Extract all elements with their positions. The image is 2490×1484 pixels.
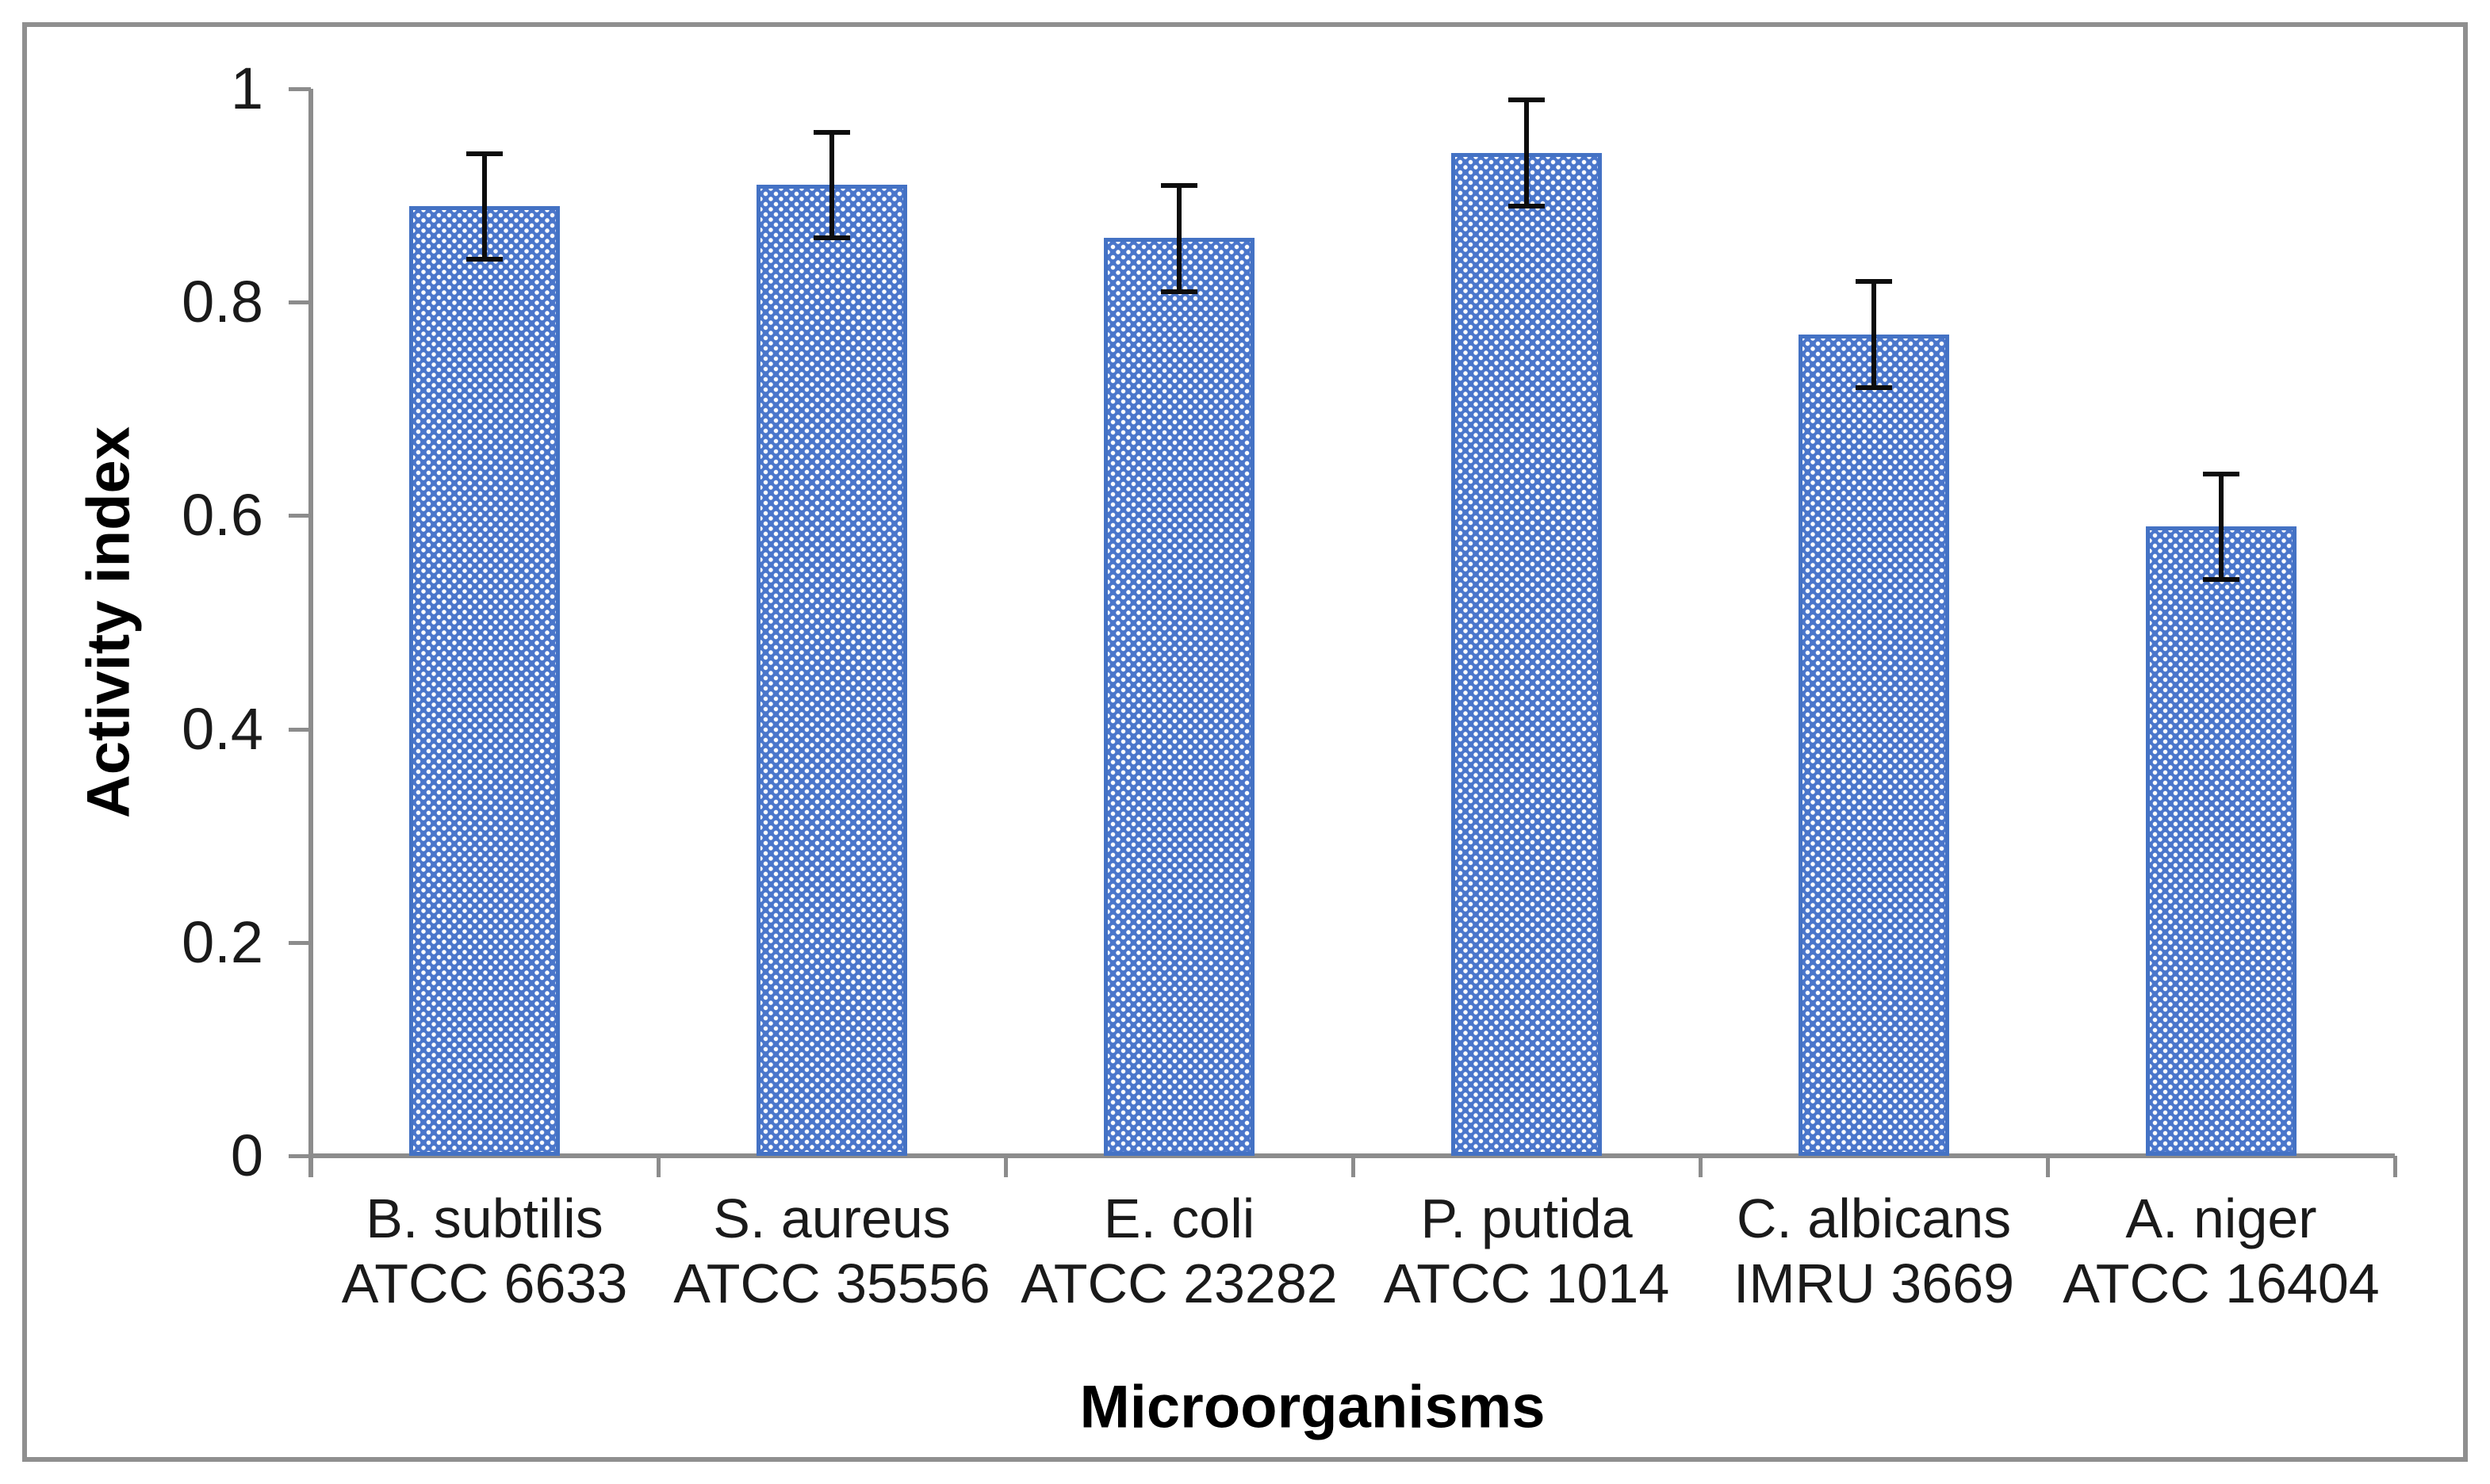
category-label: A. niger ATCC 16404 xyxy=(2063,1188,2380,1314)
error-bar-cap-top xyxy=(2203,471,2239,476)
error-bar-cap-bottom xyxy=(1856,384,1892,390)
category-label: S. aureus ATCC 35556 xyxy=(673,1188,990,1314)
x-tick-mark xyxy=(2393,1156,2397,1177)
y-tick-mark xyxy=(289,940,311,945)
y-tick-label: 0.8 xyxy=(182,269,263,335)
y-tick-label: 0.6 xyxy=(182,482,263,549)
category-label: C. albicans IMRU 3669 xyxy=(1733,1188,2015,1314)
error-bar-cap-bottom xyxy=(1508,204,1545,209)
bar xyxy=(1104,238,1255,1156)
bar xyxy=(409,206,560,1156)
error-bar-line xyxy=(482,152,487,260)
x-axis-title: Microorganisms xyxy=(1079,1373,1546,1441)
error-bar-line xyxy=(1871,281,1876,388)
y-tick-mark xyxy=(289,300,311,305)
error-bar-cap-bottom xyxy=(814,235,850,241)
y-axis-line xyxy=(308,89,313,1177)
error-bar-cap-bottom xyxy=(466,257,503,262)
error-bar-cap-top xyxy=(1161,183,1197,189)
error-bar-cap-top xyxy=(814,129,850,135)
error-bar-cap-top xyxy=(466,151,503,156)
x-tick-mark xyxy=(1351,1156,1355,1177)
error-bar-line xyxy=(829,131,834,239)
error-bar-cap-top xyxy=(1508,98,1545,103)
category-label: E. coli ATCC 23282 xyxy=(1021,1188,1338,1314)
bar xyxy=(1799,334,1949,1156)
error-bar-cap-top xyxy=(1856,279,1892,285)
x-tick-mark xyxy=(657,1156,661,1177)
error-bar-line xyxy=(1524,99,1529,207)
x-tick-mark xyxy=(2046,1156,2050,1177)
x-tick-mark xyxy=(309,1156,313,1177)
y-tick-mark xyxy=(289,87,311,91)
category-label: B. subtilis ATCC 6633 xyxy=(341,1188,628,1314)
y-tick-label: 0 xyxy=(230,1123,263,1188)
chart-outer-border xyxy=(22,22,2468,1462)
x-tick-mark xyxy=(1699,1156,1703,1177)
error-bar-line xyxy=(1177,185,1182,292)
error-bar-line xyxy=(2219,472,2224,580)
y-tick-label: 0.4 xyxy=(182,695,263,762)
bar xyxy=(2146,526,2297,1156)
category-label: P. putida ATCC 1014 xyxy=(1383,1188,1670,1314)
y-tick-mark xyxy=(289,1154,311,1158)
error-bar-cap-bottom xyxy=(2203,577,2239,583)
y-tick-label: 0.2 xyxy=(182,908,263,975)
y-tick-label: 1 xyxy=(230,55,263,121)
error-bar-cap-bottom xyxy=(1161,289,1197,294)
x-tick-mark xyxy=(1004,1156,1008,1177)
y-tick-mark xyxy=(289,727,311,732)
bar xyxy=(757,185,907,1156)
y-axis-title: Activity index xyxy=(75,426,143,819)
bar xyxy=(1451,152,1602,1156)
y-tick-mark xyxy=(289,514,311,518)
